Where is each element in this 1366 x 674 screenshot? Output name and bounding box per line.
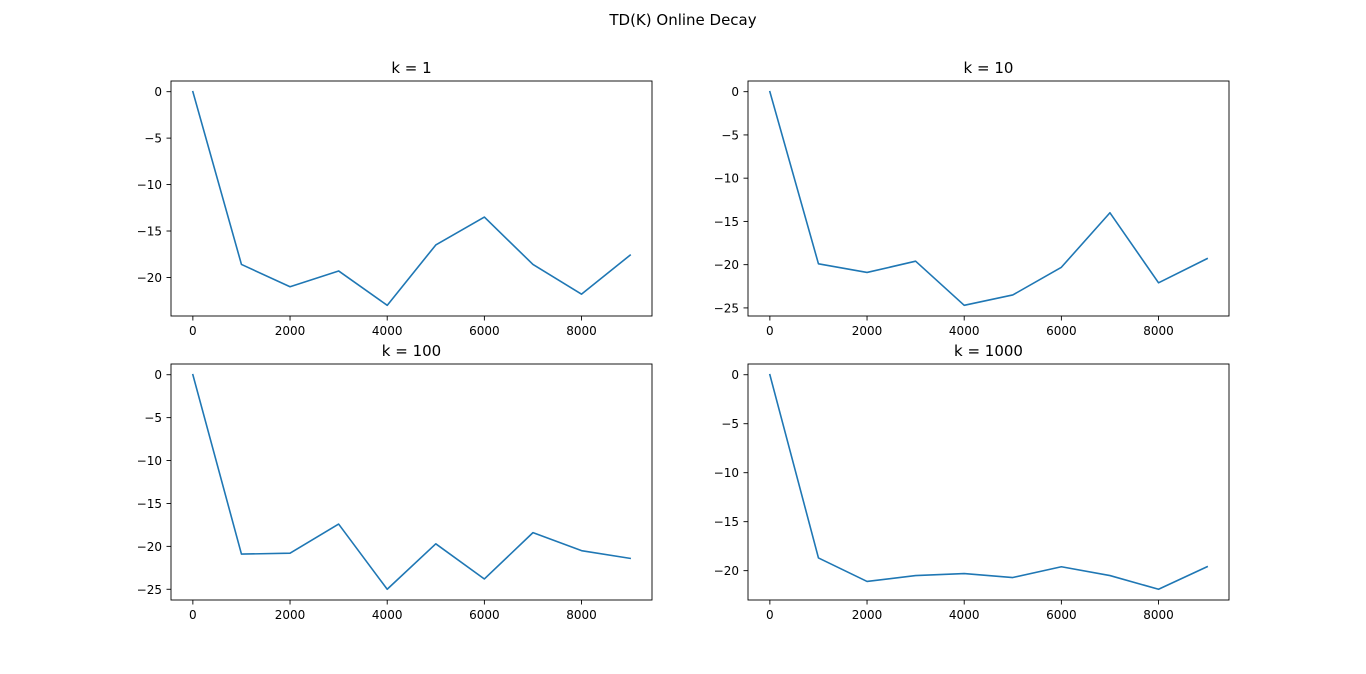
y-tick-label: −25 (714, 301, 739, 315)
subplot-title: k = 100 (382, 342, 441, 360)
y-tick-label: 0 (154, 368, 162, 382)
subplot-title: k = 1000 (954, 342, 1023, 360)
y-tick-label: −25 (137, 583, 162, 597)
y-tick-label: −10 (137, 454, 162, 468)
subplot-1: k = 1 0 2000 4000 6000 8000 0 −5 −10 −15 −20 (137, 59, 653, 338)
x-tick-label: 4000 (372, 608, 403, 622)
axes-frame (170, 80, 653, 317)
axes-frame (170, 363, 653, 601)
x-tick-label: 2000 (852, 324, 883, 338)
x-tick-label: 8000 (1143, 608, 1174, 622)
x-tick-label: 8000 (566, 324, 597, 338)
axes-frame (747, 80, 1230, 317)
x-tick-label: 2000 (275, 324, 306, 338)
y-tick-label: −5 (144, 132, 162, 146)
series-line (191, 373, 632, 591)
figure-suptitle: TD(K) Online Decay (608, 11, 756, 29)
x-tick-label: 0 (189, 608, 197, 622)
x-tick-label: 6000 (469, 324, 500, 338)
subplot-2: k = 10 0 2000 4000 6000 8000 0 −5 −10 −15 −20 −25 (714, 59, 1230, 338)
y-tick-label: −10 (714, 172, 739, 186)
y-tick-label: −10 (137, 178, 162, 192)
y-tick-label: 0 (731, 368, 739, 382)
y-tick-label: −15 (714, 515, 739, 529)
x-tick-label: 4000 (949, 324, 980, 338)
series-line (768, 373, 1209, 591)
y-tick-label: 0 (731, 85, 739, 99)
x-tick-label: 8000 (1143, 324, 1174, 338)
x-tick-label: 0 (766, 608, 774, 622)
subplot-title: k = 10 (964, 59, 1014, 77)
series-line (768, 90, 1209, 307)
y-tick-label: −15 (137, 225, 162, 239)
axes-frame (747, 363, 1230, 601)
x-tick-label: 6000 (1046, 608, 1077, 622)
y-tick-label: −5 (721, 417, 739, 431)
x-tick-label: 0 (189, 324, 197, 338)
x-tick-label: 6000 (469, 608, 500, 622)
y-tick-label: −20 (137, 271, 162, 285)
y-tick-label: −15 (137, 497, 162, 511)
subplot-3: k = 100 0 2000 4000 6000 8000 0 −5 −10 −15 −20 −25 (137, 342, 653, 622)
x-tick-label: 0 (766, 324, 774, 338)
x-tick-label: 6000 (1046, 324, 1077, 338)
series-line (191, 90, 632, 307)
x-tick-label: 2000 (852, 608, 883, 622)
x-tick-label: 4000 (372, 324, 403, 338)
y-tick-label: 0 (154, 85, 162, 99)
y-tick-label: −5 (144, 411, 162, 425)
y-tick-label: −10 (714, 466, 739, 480)
subplot-4: k = 1000 0 2000 4000 6000 8000 0 −5 −10 −15 −20 (714, 342, 1230, 622)
x-tick-label: 4000 (949, 608, 980, 622)
x-tick-label: 8000 (566, 608, 597, 622)
y-tick-label: −15 (714, 215, 739, 229)
y-tick-label: −20 (137, 540, 162, 554)
subplot-title: k = 1 (391, 59, 431, 77)
x-tick-label: 2000 (275, 608, 306, 622)
y-tick-label: −5 (721, 128, 739, 142)
y-tick-label: −20 (714, 564, 739, 578)
y-tick-label: −20 (714, 258, 739, 272)
